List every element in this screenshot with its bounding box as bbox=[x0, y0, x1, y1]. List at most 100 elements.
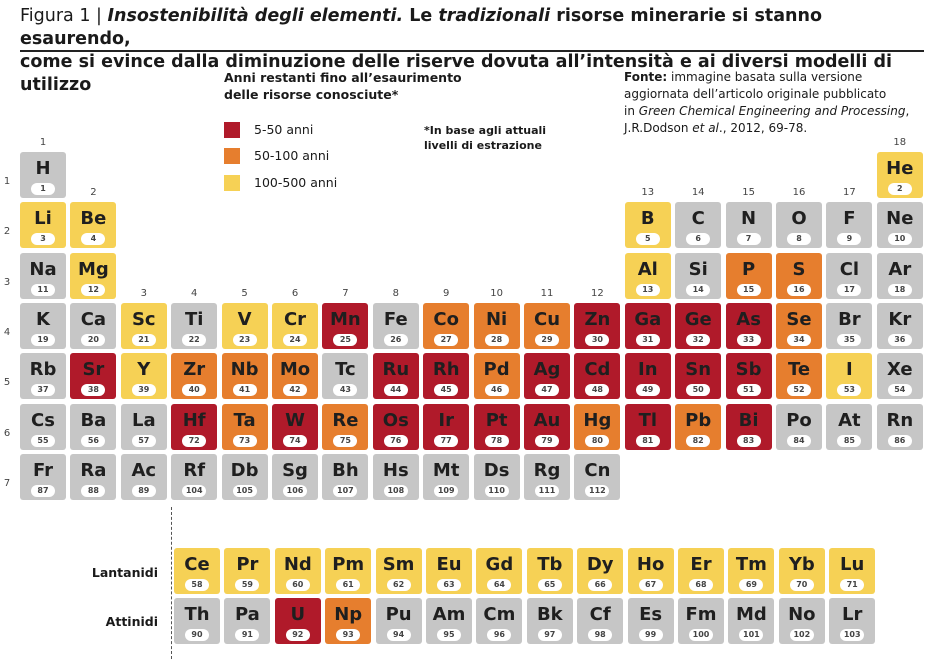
source-journal: Green Chemical Engineering and Processin… bbox=[638, 104, 906, 118]
figure-title-line-2: come si evince dalla diminuzione delle r… bbox=[20, 52, 893, 95]
element-tile-nb: Nb 41 bbox=[221, 353, 268, 400]
atomic-number: 86 bbox=[887, 434, 912, 447]
atomic-number: 57 bbox=[131, 434, 156, 447]
element-symbol: Pd bbox=[483, 359, 510, 381]
element-tile-th: Th 90 bbox=[174, 598, 220, 644]
atomic-number: 52 bbox=[787, 384, 811, 397]
legend-label-red: 5-50 anni bbox=[254, 122, 314, 137]
atomic-number: 58 bbox=[185, 579, 209, 591]
atomic-number: 42 bbox=[283, 384, 307, 397]
group-number-15: 15 bbox=[742, 187, 755, 198]
element-symbol: Th bbox=[184, 604, 210, 625]
source-line-4: J.R.Dodson et al., 2012, 69-78. bbox=[624, 120, 924, 137]
actinides-label: Attinidi bbox=[105, 614, 158, 629]
atomic-number: 92 bbox=[285, 629, 310, 641]
element-symbol: Fr bbox=[32, 459, 54, 481]
element-tile-ho: Ho 67 bbox=[627, 548, 674, 594]
element-symbol: Ar bbox=[888, 258, 912, 280]
element-tile-sg: Sg 106 bbox=[272, 453, 318, 500]
period-number-1: 1 bbox=[3, 176, 11, 187]
source-text-3c: , bbox=[905, 104, 910, 118]
atomic-number: 53 bbox=[837, 384, 862, 397]
element-tile-fm: Fm 100 bbox=[678, 598, 724, 644]
atomic-number: 81 bbox=[635, 434, 660, 447]
element-tile-li: Li 3 bbox=[20, 202, 66, 249]
element-symbol: Rf bbox=[183, 459, 206, 481]
atomic-number: 37 bbox=[31, 384, 55, 397]
atomic-number: 96 bbox=[487, 629, 512, 641]
element-tile-gd: Gd 64 bbox=[476, 548, 523, 594]
group-number-9: 9 bbox=[443, 288, 450, 299]
source-author: J.R.Dodson bbox=[624, 121, 693, 135]
atomic-number: 94 bbox=[386, 629, 411, 641]
element-symbol: Ba bbox=[80, 409, 107, 431]
atomic-number: 66 bbox=[588, 579, 613, 591]
atomic-number: 74 bbox=[283, 434, 307, 447]
source-line-3: in Green Chemical Engineering and Proces… bbox=[624, 103, 924, 120]
element-tile-ir: Ir 77 bbox=[423, 403, 470, 450]
element-tile-ge: Ge 32 bbox=[675, 302, 722, 349]
element-symbol: Ag bbox=[533, 359, 561, 381]
atomic-number: 23 bbox=[232, 333, 257, 346]
atomic-number: 69 bbox=[739, 579, 764, 591]
element-tile-v: V 23 bbox=[221, 302, 268, 349]
element-tile-i: I 53 bbox=[826, 353, 873, 400]
group-number-4: 4 bbox=[191, 288, 198, 299]
atomic-number: 76 bbox=[383, 434, 408, 447]
element-tile-hg: Hg 80 bbox=[574, 403, 621, 450]
element-symbol: Sc bbox=[131, 308, 156, 330]
title-emphasis: Insostenibilità degli elementi. bbox=[107, 6, 404, 26]
atomic-number: 89 bbox=[131, 484, 156, 497]
element-tile-ra: Ra 88 bbox=[70, 453, 117, 500]
atomic-number: 7 bbox=[736, 233, 761, 246]
element-tile-np: Np 93 bbox=[325, 598, 372, 644]
group-number-18: 18 bbox=[893, 137, 907, 148]
element-symbol: F bbox=[843, 208, 856, 230]
element-tile-ca: Ca 20 bbox=[70, 302, 117, 349]
element-tile-co: Co 27 bbox=[423, 302, 470, 349]
atomic-number: 51 bbox=[736, 384, 761, 397]
element-symbol: Pm bbox=[332, 554, 365, 575]
element-symbol: W bbox=[285, 409, 305, 431]
element-tile-zn: Zn 30 bbox=[574, 302, 621, 349]
element-symbol: Ds bbox=[483, 459, 510, 481]
element-tile-bk: Bk 97 bbox=[526, 598, 573, 644]
element-symbol: Nd bbox=[283, 554, 312, 575]
element-tile-pd: Pd 46 bbox=[473, 353, 520, 400]
element-symbol: Zr bbox=[183, 359, 206, 381]
atomic-number: 26 bbox=[383, 333, 408, 346]
period-number-2: 2 bbox=[3, 226, 11, 238]
element-symbol: Sm bbox=[382, 554, 415, 575]
element-symbol: K bbox=[36, 308, 50, 330]
element-symbol: Co bbox=[433, 308, 459, 330]
element-symbol: Er bbox=[690, 554, 712, 575]
element-tile-bh: Bh 107 bbox=[322, 453, 369, 500]
element-symbol: Ti bbox=[184, 308, 204, 330]
element-tile-mg: Mg 12 bbox=[70, 252, 117, 299]
element-symbol: Yb bbox=[788, 554, 815, 575]
element-tile-la: La 57 bbox=[120, 403, 167, 450]
atomic-number: 108 bbox=[383, 484, 408, 497]
atomic-number: 47 bbox=[535, 384, 559, 397]
atomic-number: 19 bbox=[31, 333, 55, 346]
element-tile-s: S 16 bbox=[776, 252, 822, 299]
group-number-3: 3 bbox=[140, 288, 147, 299]
atomic-number: 109 bbox=[434, 484, 459, 497]
group-number-6: 6 bbox=[291, 288, 299, 299]
element-symbol: Ra bbox=[80, 459, 107, 481]
footnote-line-2: livelli di estrazione bbox=[424, 139, 542, 152]
element-symbol: Tc bbox=[335, 359, 356, 381]
element-tile-ti: Ti 22 bbox=[171, 302, 218, 349]
atomic-number: 54 bbox=[887, 384, 912, 397]
atomic-number: 22 bbox=[182, 333, 207, 346]
group-number-1: 1 bbox=[39, 137, 47, 148]
atomic-number: 112 bbox=[585, 484, 610, 497]
element-tile-w: W 74 bbox=[272, 403, 318, 450]
atomic-number: 55 bbox=[31, 434, 55, 447]
element-tile-sn: Sn 50 bbox=[675, 353, 722, 400]
atomic-number: 87 bbox=[31, 484, 55, 497]
atomic-number: 91 bbox=[235, 629, 260, 641]
atomic-number: 3 bbox=[31, 233, 55, 246]
